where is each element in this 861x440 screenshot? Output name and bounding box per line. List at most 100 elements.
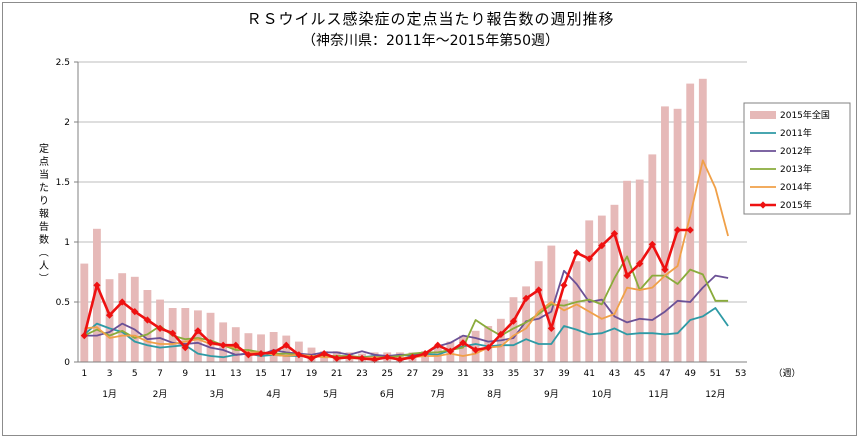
series-point (497, 330, 505, 338)
series-point (105, 311, 114, 319)
series-point (686, 226, 694, 234)
series-point (610, 230, 619, 238)
x-tick-label: 25 (382, 369, 393, 379)
y-tick-label: 0.5 (56, 298, 70, 308)
y-axis-label-char: 告 (39, 220, 49, 233)
legend-label: 2011年 (780, 127, 812, 139)
month-label: 8月 (487, 389, 502, 400)
bar (597, 215, 606, 362)
series-point (598, 242, 606, 250)
series-point (459, 339, 467, 347)
series-point (636, 260, 644, 268)
bar (585, 220, 594, 362)
bar (560, 299, 568, 362)
bar (661, 106, 669, 363)
month-label: 10月 (592, 389, 612, 400)
line-series (80, 159, 729, 364)
bar (572, 261, 581, 362)
x-tick-label: 13 (230, 369, 241, 379)
x-tick-label: 1 (81, 369, 87, 379)
bar (686, 83, 695, 362)
x-axis-unit: （週） (773, 368, 800, 379)
bar (206, 312, 215, 362)
series-point (244, 351, 253, 359)
series-point (345, 353, 353, 361)
y-axis-label-char: 定 (39, 142, 49, 155)
x-tick-label: 45 (634, 369, 645, 379)
legend-label: 2015年全国 (780, 109, 830, 121)
bar (244, 333, 253, 362)
series-point (673, 226, 682, 234)
legend-label: 2013年 (780, 163, 812, 175)
legend-label: 2012年 (780, 145, 812, 157)
x-tick-label: 51 (710, 369, 721, 379)
series-point (434, 341, 442, 349)
x-tick-label: 41 (583, 369, 594, 379)
series-line (84, 159, 729, 360)
bar-series (80, 78, 707, 363)
series-point (383, 353, 391, 361)
series-point (522, 294, 530, 302)
chart-subtitle: （神奈川県：2011年～2015年第50週） (301, 33, 560, 49)
y-axis-label-char: ） (37, 273, 49, 283)
month-label: 5月 (323, 389, 338, 400)
series-point (320, 350, 328, 358)
month-label: 12月 (705, 389, 725, 400)
y-axis-label-char: 報 (39, 208, 49, 220)
y-axis-label-char: た (39, 182, 49, 194)
series-point (143, 316, 152, 324)
x-tick-label: 35 (508, 369, 519, 379)
series-point (472, 346, 480, 354)
series-point (421, 350, 429, 358)
series-point (509, 317, 518, 325)
x-tick-label: 29 (432, 369, 444, 379)
y-axis-label-char: り (39, 195, 49, 207)
series-point (358, 354, 366, 362)
series-point (396, 356, 404, 364)
legend-marker (759, 201, 767, 209)
month-label: 7月 (430, 389, 445, 400)
month-label: 11月 (648, 389, 668, 400)
series-point (169, 329, 177, 337)
series-point (80, 332, 88, 340)
x-tick-label: 3 (107, 369, 113, 379)
y-axis-label-char: 点 (39, 156, 49, 168)
month-label: 4月 (266, 389, 281, 400)
bar (194, 310, 202, 362)
series-point (307, 354, 316, 362)
x-tick-label: 7 (157, 369, 163, 379)
series-point (194, 327, 202, 335)
legend-label: 2015年 (780, 199, 812, 211)
series-point (572, 249, 581, 257)
axes: 00.511.522.51 3 5 7 9 11 13 15 17 19 21 23 25 27 29 31 3… (37, 58, 801, 400)
series-point (648, 240, 656, 248)
month-label: 9月 (544, 389, 559, 400)
x-tick-label: 37 (533, 369, 544, 379)
y-tick-label: 1 (64, 238, 70, 248)
x-tick-label: 43 (609, 369, 620, 379)
legend: 2015年全国 2011年 2012年 2013年 2014年 2015年 (743, 102, 851, 215)
y-axis-label-char: 当 (39, 168, 49, 181)
month-label: 3月 (209, 389, 224, 400)
bar (130, 276, 139, 362)
month-label: 2月 (153, 389, 168, 400)
series-point (219, 341, 227, 349)
y-tick-label: 2 (64, 118, 70, 128)
x-tick-label: 11 (205, 369, 216, 379)
legend-swatch (750, 111, 776, 119)
y-axis-label-char: 数 (39, 233, 49, 246)
bar (459, 335, 467, 362)
series-point (535, 286, 543, 294)
bar (610, 204, 619, 362)
month-label: 6月 (380, 389, 395, 400)
bar (648, 154, 657, 362)
chart-frame (2, 2, 857, 436)
series-point (270, 348, 278, 356)
bar (80, 263, 89, 362)
y-axis-label-char: 人 (39, 260, 49, 272)
series-point (333, 354, 341, 362)
x-tick-label: 21 (331, 369, 342, 379)
series-point (484, 344, 492, 352)
series-point (295, 351, 303, 359)
series-point (156, 324, 164, 332)
